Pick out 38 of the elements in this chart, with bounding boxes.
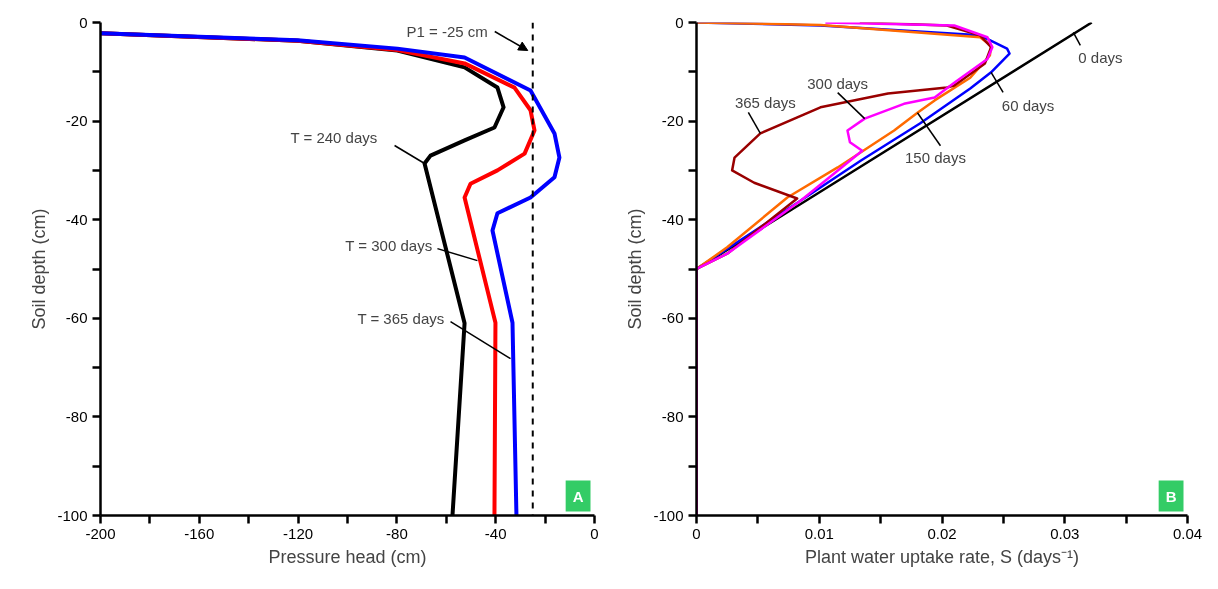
y-tick-label: -60 [65,309,88,327]
x-tick-label: -200 [85,524,116,542]
annotation: 0 days [1078,48,1123,66]
y-axis-title: Soil depth (cm) [625,208,646,330]
annotation: 365 days [734,93,796,111]
annotation: B [1165,487,1177,505]
x-tick-label: -40 [484,524,507,542]
x-axis-title: Plant water uptake rate, S (days⁻¹) [804,546,1080,567]
y-axis-title: Soil depth (cm) [29,208,50,330]
x-tick-label: -160 [184,524,215,542]
y-tick-label: 0 [79,13,88,31]
x-tick-label: 0.04 [1172,524,1203,542]
annotation: A [572,487,584,505]
x-tick-label: 0.02 [927,524,957,542]
y-tick-label: -80 [65,407,88,425]
x-tick-label: 0.01 [804,524,834,542]
x-tick-label: 0 [692,524,701,542]
x-tick-label: -120 [283,524,314,542]
x-axis-title: Pressure head (cm) [268,546,427,567]
annotation: 300 days [807,75,869,93]
annotation: T = 365 days [357,310,445,328]
y-tick-label: -100 [57,506,88,524]
y-tick-label: -80 [661,407,684,425]
x-tick-label: 0 [590,524,599,542]
y-tick-label: -20 [65,112,88,130]
ref-line-label: P1 = -25 cm [406,23,488,40]
annotation: T = 240 days [290,129,378,146]
y-tick-label: -40 [65,210,88,228]
annotation: 60 days [1001,96,1055,114]
y-tick-label: -40 [661,210,684,228]
y-tick-label: -20 [661,112,684,130]
y-tick-label: 0 [675,13,684,31]
annotation: 150 days [905,149,966,167]
x-tick-label: -80 [386,524,408,542]
annotation: T = 300 days [345,237,433,255]
y-tick-label: -100 [653,506,684,524]
x-tick-label: 0.03 [1050,524,1080,542]
y-tick-label: -60 [661,309,684,327]
